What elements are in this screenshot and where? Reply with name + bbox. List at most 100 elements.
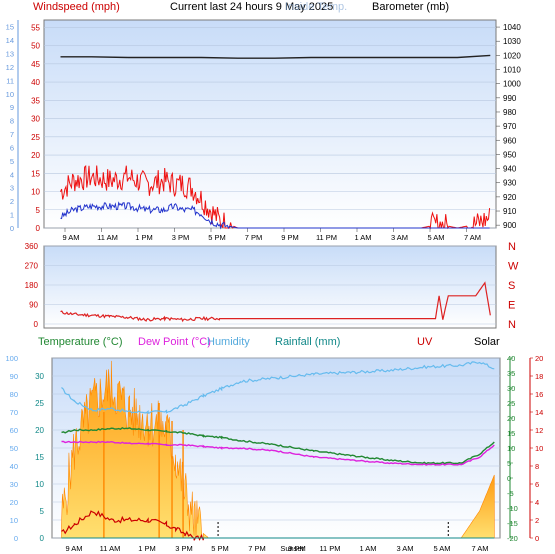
windspeed-series [60,201,490,230]
x-tick-label: 5 PM [208,233,226,242]
x-tick-label: 7 PM [245,233,263,242]
x-tick-label: 9 AM [65,544,82,553]
chart-title: Current last 24 hours 9 May 2025 [170,1,333,13]
compass-label: E [508,300,515,312]
barometer-tick-label: 910 [503,207,517,216]
wind-tick-label: 25 [31,133,40,142]
kts-tick-label: 1 [10,211,14,220]
windspeed-title: Windspeed (mph) [33,1,120,13]
wind-tick-label: 45 [31,60,40,69]
barometer-tick-label: 950 [503,150,517,159]
rain-tick-label: 5 [40,507,45,516]
direction-tick-label: 270 [25,262,39,271]
x-tick-label: 1 AM [359,544,376,553]
humidity-tick-label: 100 [5,354,18,363]
wind-tick-label: 0 [36,224,41,233]
uv-tick-label: 2 [535,516,539,525]
legend-humidity: Humidity [207,336,250,348]
barometer-series [60,54,491,59]
dew-point-series [61,440,495,466]
inside-temp-label: Inside Temp. [285,1,347,13]
wind-tick-label: 5 [36,206,41,215]
uv-tick-label: 16 [535,390,543,399]
wind-tick-label: 20 [31,151,40,160]
x-tick-label: 7 PM [248,544,266,553]
legend-temperature: Temperature (°C) [38,336,122,348]
x-tick-label: 9 AM [62,233,79,242]
rain-tick-label: 20 [35,426,44,435]
x-tick-label: 3 AM [396,544,413,553]
compass-label: N [508,241,516,253]
direction-tick-label: 180 [25,281,39,290]
humidity-tick-label: 0 [14,534,18,543]
barometer-tick-label: 980 [503,108,517,117]
direction-tick-label: 0 [34,320,39,329]
legend-dewpoint: Dew Point (°C) [138,336,211,348]
barometer-tick-label: 900 [503,221,517,230]
humidity-tick-label: 50 [10,444,18,453]
humidity-tick-label: 90 [10,372,18,381]
humidity-tick-label: 40 [10,462,18,471]
humidity-tick-label: 70 [10,408,18,417]
uv-tick-label: 6 [535,480,539,489]
wind-tick-label: 55 [31,23,40,32]
humidity-tick-label: 60 [10,426,18,435]
barometer-tick-label: 1020 [503,51,521,60]
solar-area [61,360,209,539]
temp-tick-label: 10 [507,444,515,453]
x-tick-label: 11 AM [100,544,121,553]
compass-label: W [508,261,519,273]
temp-tick-label: ‑15 [507,519,518,528]
barometer-tick-label: 1010 [503,66,521,75]
x-tick-label: 5 AM [433,544,450,553]
wind-tick-label: 15 [31,169,40,178]
uv-tick-label: 4 [535,498,539,507]
x-tick-label: 9 PM [288,544,306,553]
x-tick-label: 11 PM [316,233,337,242]
wind-tick-label: 10 [31,188,40,197]
temp-tick-label: ‑10 [507,504,518,513]
kts-tick-label: 2 [10,197,14,206]
x-tick-label: 5 AM [427,233,444,242]
uv-tick-label: 18 [535,372,543,381]
temp-tick-label: 20 [507,414,515,423]
x-tick-label: 1 PM [135,233,153,242]
temp-tick-label: 15 [507,429,515,438]
barometer-tick-label: 920 [503,193,517,202]
rain-tick-label: 15 [35,453,44,462]
direction-series [60,281,491,323]
wind-tick-label: 50 [31,42,40,51]
x-tick-label: 11 PM [319,544,340,553]
legend-solar: Solar [474,336,500,348]
x-tick-label: 9 PM [281,233,299,242]
wind-tick-label: 30 [31,115,40,124]
humidity-series [61,361,495,414]
rain-tick-label: 0 [40,534,45,543]
barometer-tick-label: 930 [503,179,517,188]
uv-tick-label: 12 [535,426,543,435]
x-tick-label: 7 AM [471,544,488,553]
temp-tick-label: 40 [507,354,515,363]
kts-tick-label: 4 [10,170,14,179]
rain-tick-label: 30 [35,372,44,381]
barometer-tick-label: 970 [503,122,517,131]
kts-tick-label: 15 [6,23,14,32]
wind-tick-label: 40 [31,78,40,87]
uv-tick-label: 14 [535,408,543,417]
rain-tick-label: 10 [35,480,44,489]
compass-label: N [508,319,516,331]
x-tick-label: 7 AM [464,233,481,242]
x-tick-label: 3 PM [172,233,190,242]
compass-label: S [508,280,515,292]
temperature-series [61,426,495,465]
kts-tick-label: 6 [10,143,14,152]
barometer-tick-label: 1040 [503,23,521,32]
humidity-tick-label: 30 [10,480,18,489]
temp-tick-label: 25 [507,399,515,408]
uv-series [61,510,204,541]
kts-tick-label: 14 [6,36,14,45]
temp-tick-label: 0 [507,474,511,483]
direction-panel [43,245,497,329]
humidity-tick-label: 20 [10,498,18,507]
